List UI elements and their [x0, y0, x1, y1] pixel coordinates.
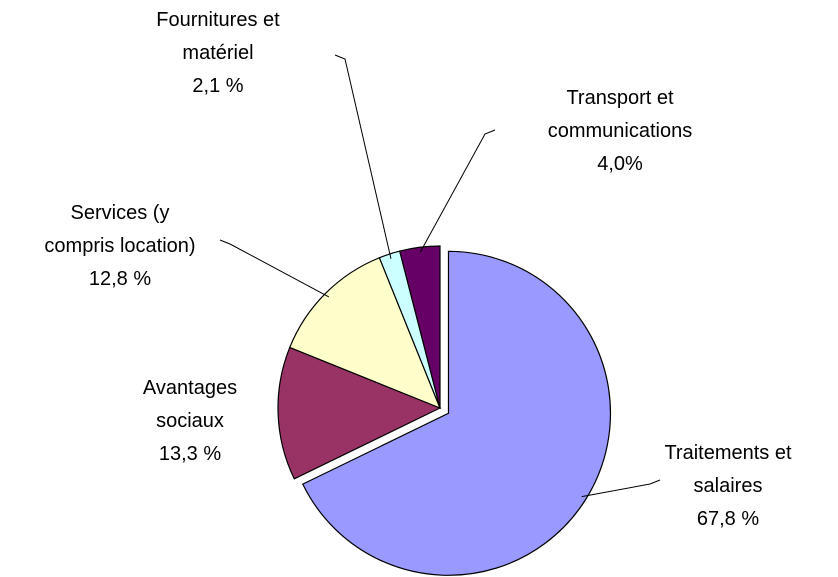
category-label: Fournitures et matériel [156, 9, 280, 64]
slice-label: Avantages sociaux 13,3 % [134, 372, 246, 471]
category-label: Avantages sociaux [142, 377, 238, 432]
pie-slice [288, 256, 442, 410]
slice-label: Services (y compris location) 12,8 % [34, 197, 206, 296]
category-label: Transport et communications [547, 87, 693, 142]
slice-label: Traitements et salaires 67,8 % [653, 437, 803, 536]
pie-slice [398, 245, 441, 409]
pie-slice [277, 346, 442, 480]
value-label: 4,0% [597, 153, 643, 175]
pie-slice [301, 250, 612, 576]
slice-label: Transport et communications 4,0% [540, 82, 700, 181]
value-label: 13,3 % [158, 443, 222, 465]
category-label: Services (y compris location) [44, 202, 196, 257]
leader-line [334, 54, 392, 259]
leader-line [419, 129, 496, 253]
value-label: 67,8 % [696, 508, 760, 530]
leader-line [219, 239, 330, 298]
leader-line [581, 479, 661, 498]
value-label: 2,1 % [192, 75, 244, 97]
slice-label: Fournitures et matériel 2,1 % [143, 4, 293, 103]
category-label: Traitements et salaires [664, 442, 792, 497]
value-label: 12,8 % [88, 268, 152, 290]
